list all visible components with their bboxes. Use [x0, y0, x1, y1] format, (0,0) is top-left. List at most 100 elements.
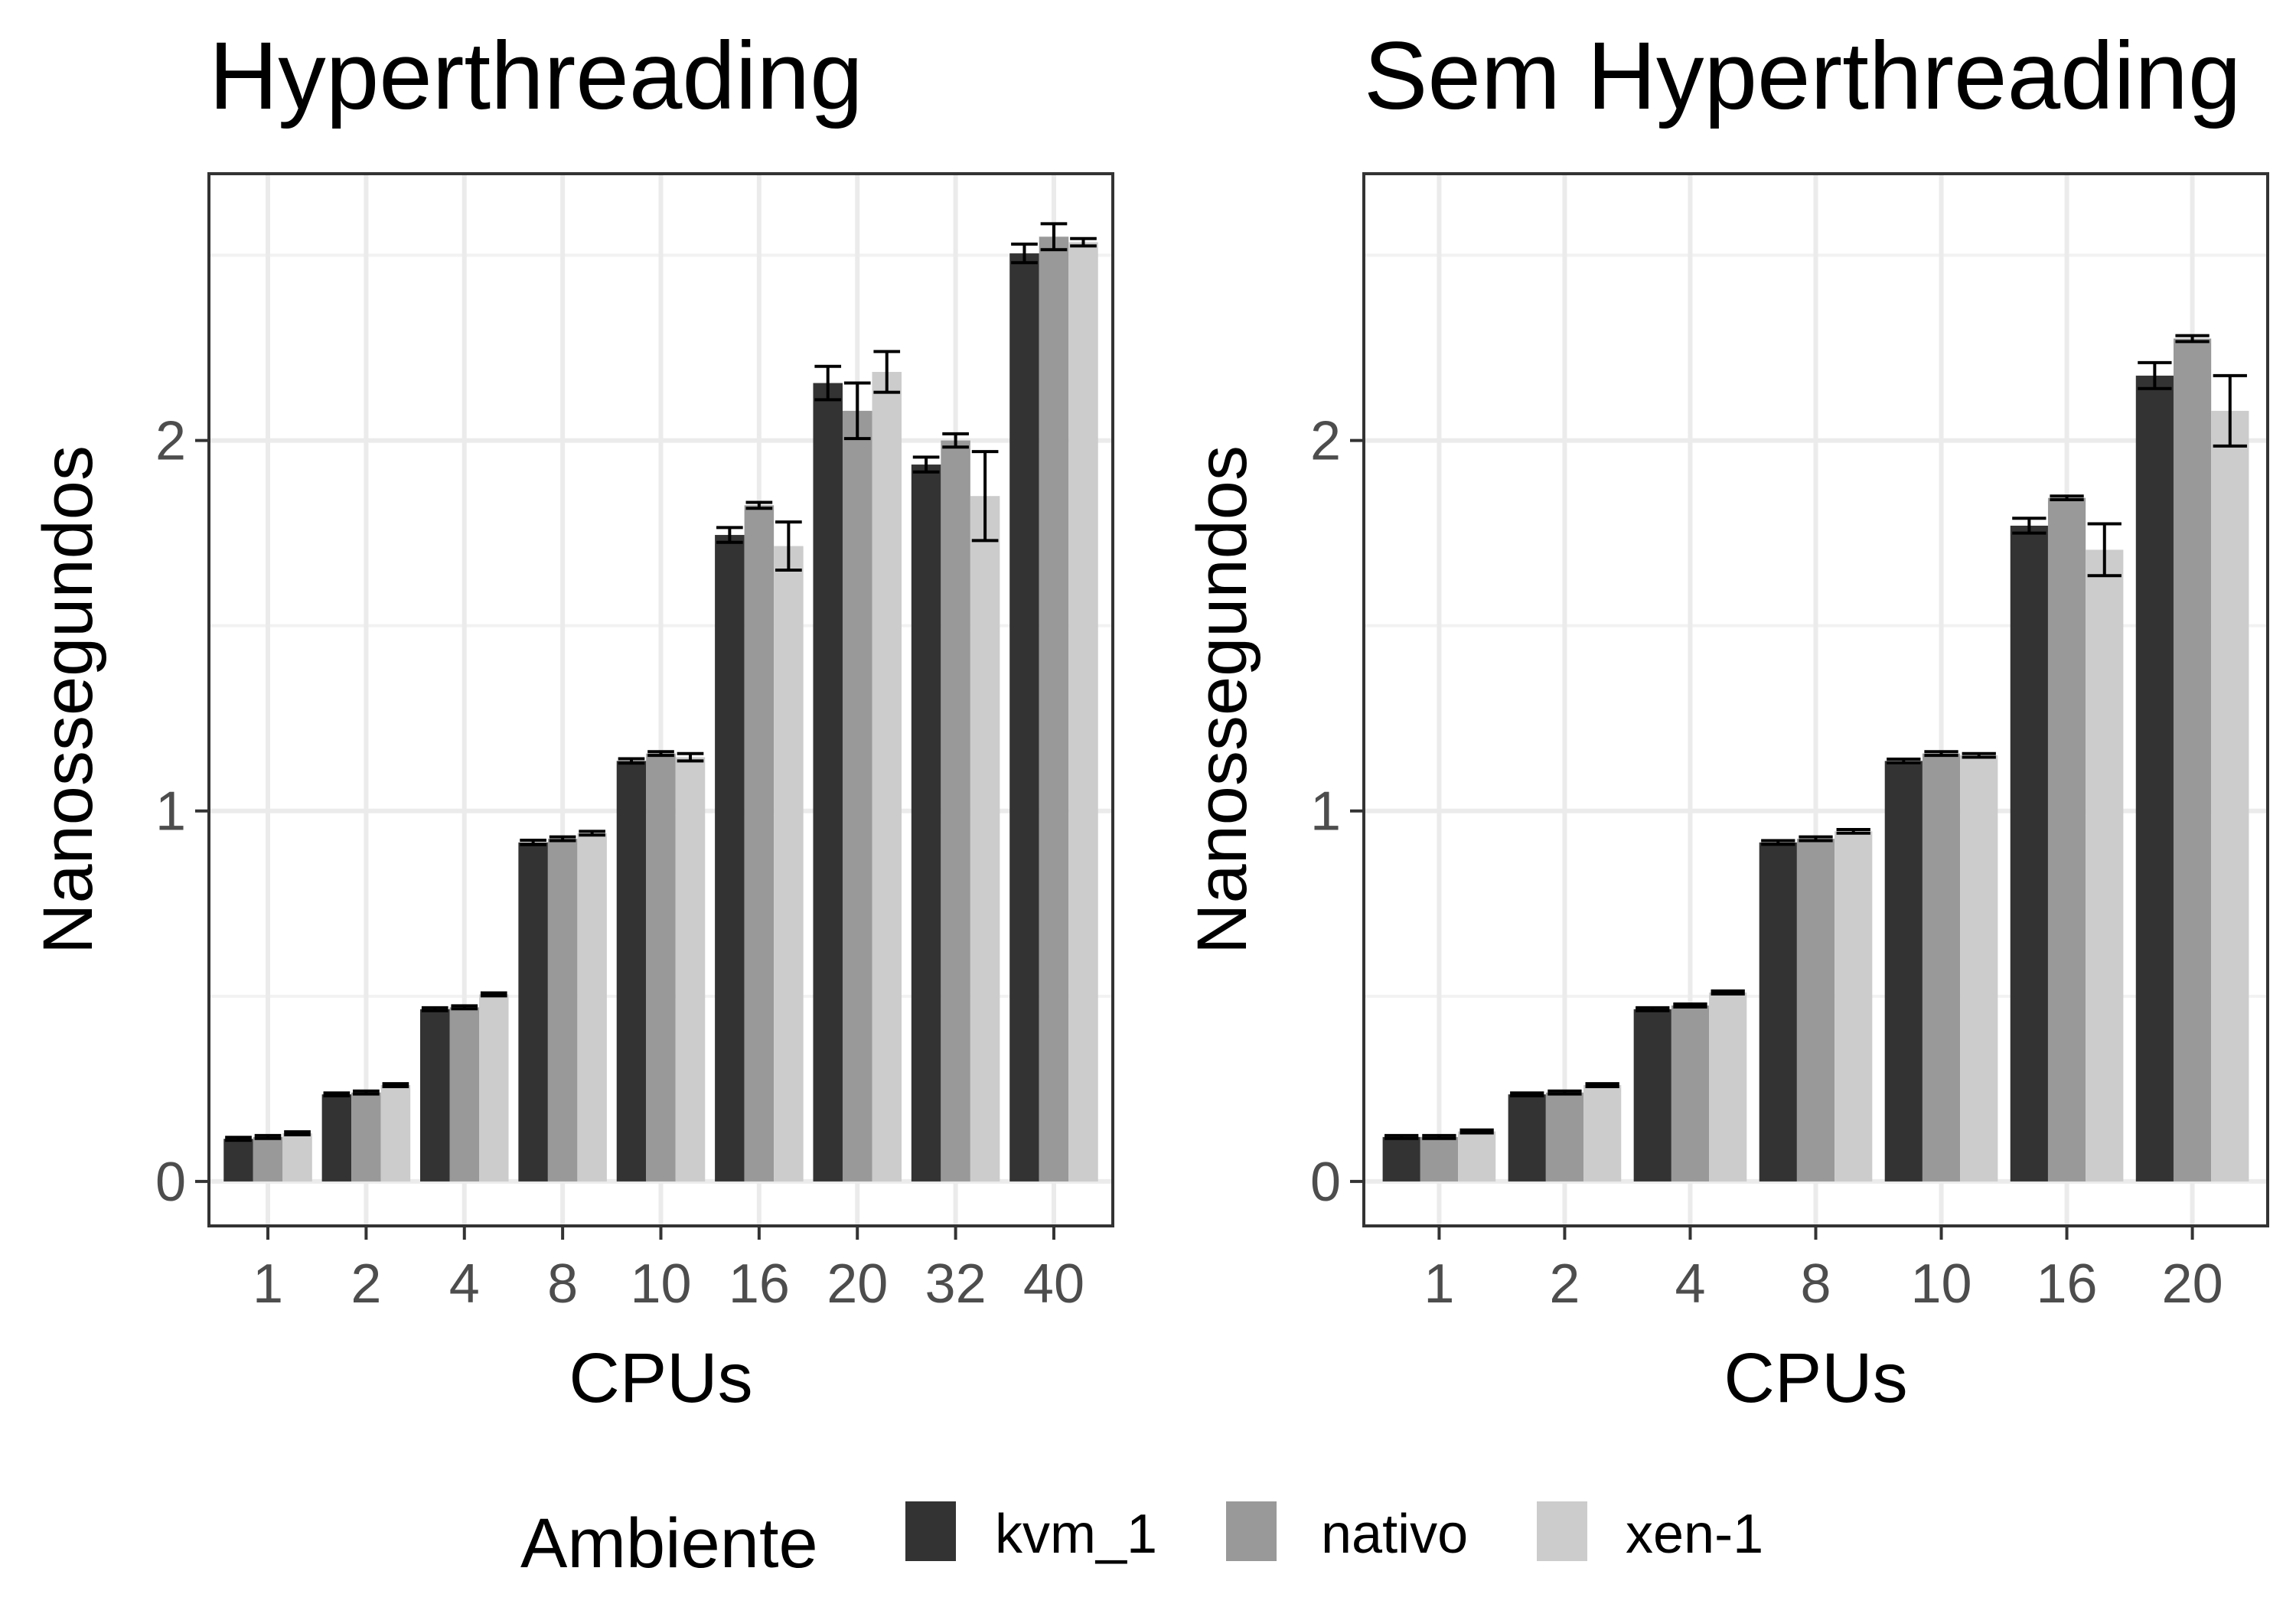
bar-nativo-2 — [351, 1092, 381, 1182]
legend-swatch-kvm-1 — [905, 1501, 956, 1561]
bar-xen-1-8 — [577, 833, 607, 1182]
bar-nativo-16 — [2047, 497, 2086, 1182]
bar-xen-1-20 — [872, 372, 902, 1182]
bar-kvm_1-20 — [813, 383, 843, 1182]
bar-xen-1-10 — [1960, 755, 1998, 1182]
bar-xen-1-10 — [675, 757, 706, 1182]
error-bar-xen-1-4 — [480, 991, 507, 998]
error-bar-nativo-4 — [451, 1004, 478, 1011]
bar-kvm_1-1 — [223, 1139, 253, 1182]
bar-kvm_1-10 — [616, 761, 647, 1182]
error-bar-xen-1-32 — [971, 450, 999, 543]
bar-nativo-4 — [449, 1007, 480, 1182]
x-axis-title: CPUs — [569, 1339, 752, 1417]
error-bar-kvm_1-1 — [225, 1136, 252, 1143]
panel-sem-hyperthreading: 0 1 2 1 2 4 8 10 16 20 Sem Hyperthreading CPUs Nanos… — [1183, 23, 2269, 1417]
bar-xen-1-1 — [282, 1133, 312, 1182]
bar-nativo-32 — [941, 440, 970, 1182]
legend-swatch-nativo — [1226, 1501, 1277, 1561]
bar-xen-1-16 — [774, 546, 804, 1182]
bar-xen-1-2 — [380, 1085, 411, 1182]
legend-label-kvm-1: kvm_1 — [995, 1504, 1157, 1565]
bar-xen-1-4 — [479, 994, 509, 1182]
bar-kvm_1-2 — [1508, 1094, 1546, 1182]
x-tick-label: 20 — [827, 1253, 888, 1315]
error-bar-kvm_1-10 — [618, 757, 645, 765]
bar-nativo-2 — [1545, 1092, 1584, 1182]
legend-label-xen-1: xen-1 — [1626, 1504, 1763, 1565]
error-bar-kvm_1-20 — [2138, 360, 2172, 390]
bar-kvm_1-16 — [2010, 525, 2048, 1182]
panel-title: Sem Hyperthreading — [1364, 23, 2241, 129]
bar-xen-1-40 — [1068, 242, 1098, 1182]
error-bar-xen-1-20 — [873, 350, 901, 394]
error-bar-xen-1-2 — [1585, 1082, 1619, 1088]
x-tick-label: 32 — [925, 1253, 987, 1315]
error-bar-kvm_1-8 — [520, 838, 546, 846]
error-bar-xen-1-10 — [1962, 751, 1996, 759]
error-bar-xen-1-4 — [1711, 989, 1745, 996]
legend: Ambiente kvm_1 nativo xen-1 — [520, 1501, 1763, 1583]
panel-title: Hyperthreading — [209, 23, 863, 129]
error-bar-nativo-1 — [1422, 1133, 1456, 1140]
bar-xen-1-2 — [1583, 1085, 1622, 1182]
bar-xen-1-16 — [2086, 549, 2124, 1182]
bar-kvm_1-1 — [1382, 1136, 1420, 1182]
error-bar-kvm_1-20 — [814, 364, 842, 402]
y-tick-label: 1 — [155, 781, 186, 843]
error-bar-xen-1-8 — [579, 830, 605, 837]
error-bar-nativo-2 — [1548, 1089, 1582, 1096]
error-bar-kvm_1-32 — [912, 455, 940, 474]
bar-nativo-20 — [842, 410, 872, 1182]
y-tick-label: 2 — [1310, 411, 1341, 472]
error-bar-nativo-16 — [745, 500, 773, 510]
bar-nativo-20 — [2173, 338, 2212, 1182]
x-tick-label: 10 — [1910, 1253, 1971, 1315]
bar-nativo-4 — [1671, 1005, 1710, 1182]
error-bar-kvm_1-16 — [2012, 517, 2047, 535]
bar-nativo-10 — [646, 753, 676, 1182]
bar-xen-1-1 — [1458, 1131, 1496, 1182]
panel-hyperthreading: 0 1 2 1 2 4 8 10 16 20 32 40 Hyperthreading CPUs Nanos… — [29, 23, 1114, 1417]
x-tick-label: 16 — [729, 1253, 790, 1315]
legend-title: Ambiente — [520, 1504, 818, 1583]
x-axis-title: CPUs — [1724, 1339, 1907, 1417]
bar-nativo-8 — [1796, 839, 1835, 1182]
y-axis-title: Nanossegundos — [1183, 445, 1261, 954]
x-tick-label: 2 — [351, 1253, 381, 1315]
x-tick-label: 16 — [2037, 1253, 2098, 1315]
x-tick-label: 1 — [253, 1253, 283, 1315]
error-bar-xen-1-16 — [775, 520, 802, 572]
error-bar-xen-1-40 — [1070, 236, 1097, 248]
error-bar-nativo-20 — [2175, 334, 2210, 344]
y-tick-label: 1 — [1310, 781, 1341, 843]
bar-xen-1-4 — [1709, 992, 1747, 1182]
error-bar-xen-1-8 — [1836, 827, 1870, 835]
error-bar-nativo-2 — [353, 1089, 380, 1096]
x-tick-label: 10 — [630, 1253, 691, 1315]
error-bar-nativo-10 — [647, 750, 674, 758]
bar-nativo-1 — [253, 1136, 283, 1182]
bar-kvm_1-32 — [911, 464, 941, 1182]
x-tick-label: 40 — [1023, 1253, 1084, 1315]
error-bar-nativo-8 — [549, 835, 576, 843]
bar-kvm_1-10 — [1884, 761, 1923, 1182]
bar-kvm_1-4 — [1633, 1009, 1671, 1182]
bar-nativo-8 — [547, 839, 578, 1182]
y-tick-label: 0 — [155, 1152, 186, 1213]
legend-label-nativo: nativo — [1321, 1504, 1468, 1565]
x-tick-label: 4 — [449, 1253, 480, 1315]
x-tick-label: 8 — [1800, 1253, 1831, 1315]
legend-swatch-xen-1 — [1537, 1501, 1587, 1561]
error-bar-kvm_1-4 — [421, 1006, 448, 1012]
y-axis-title: Nanossegundos — [29, 445, 107, 954]
bar-kvm_1-20 — [2135, 375, 2174, 1182]
x-tick-label: 2 — [1549, 1253, 1580, 1315]
error-bar-xen-1-1 — [284, 1130, 311, 1136]
bar-kvm_1-40 — [1009, 253, 1039, 1182]
bar-nativo-16 — [744, 505, 775, 1182]
bar-xen-1-8 — [1835, 831, 1873, 1182]
error-bar-xen-1-20 — [2213, 373, 2247, 448]
x-tick-label: 20 — [2162, 1253, 2223, 1315]
